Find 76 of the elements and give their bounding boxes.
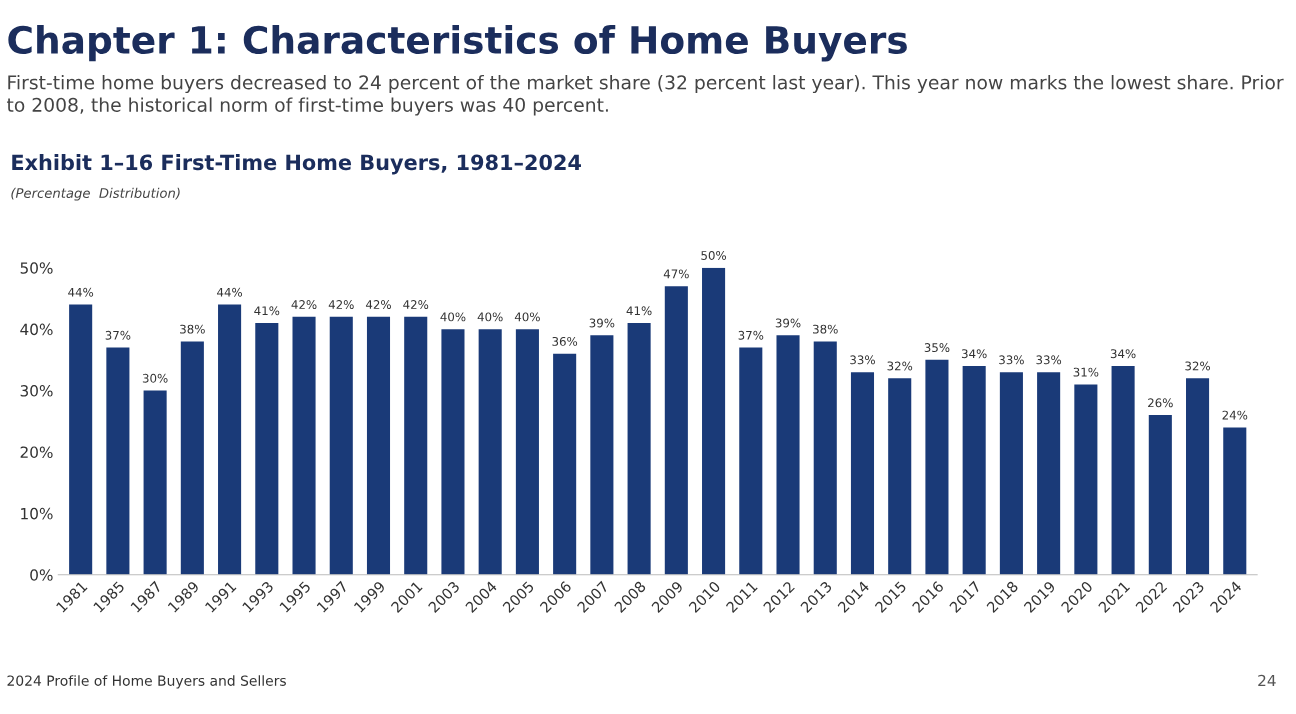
bar — [1074, 384, 1098, 575]
bar — [888, 378, 912, 575]
data-label: 40% — [477, 312, 503, 322]
chart-title: Chapter 1: Characteristics of Home Buyers — [8, 24, 907, 62]
bar — [664, 286, 688, 575]
y-tick-label: 20% — [20, 446, 53, 458]
data-label: 34% — [1110, 349, 1136, 359]
data-label: 41% — [626, 306, 652, 316]
data-label: 34% — [961, 349, 987, 359]
text: Exhibit 1–16 First-Time Home Buyers, 1981–2024 — [12, 154, 581, 175]
data-label: 33% — [850, 355, 875, 365]
y-tick-label: 50% — [20, 262, 53, 274]
data-label: 38% — [180, 324, 205, 334]
data-label: 42% — [328, 300, 354, 310]
bar — [1111, 366, 1135, 575]
bar — [925, 359, 949, 575]
bar — [590, 335, 614, 575]
chart-subtitle: First-time home buyers decreased to 24 percent of the market share (32 percent last year). This year now marks the lowest share. Prior to 2008, the historical norm of first-time buyers was 40 percent. — [6, 74, 1284, 116]
data-label: 26% — [1148, 398, 1173, 408]
data-label: 32% — [1185, 361, 1211, 371]
bar — [850, 372, 875, 575]
data-label: 44% — [217, 287, 243, 297]
data-label: 40% — [514, 312, 540, 322]
data-label: 37% — [738, 330, 764, 340]
data-label: 32% — [887, 361, 913, 371]
bar — [180, 341, 204, 575]
bar — [999, 372, 1023, 575]
data-label: 37% — [105, 330, 131, 340]
data-label: 42% — [291, 300, 317, 310]
data-label: 50% — [701, 250, 727, 260]
bar — [515, 329, 539, 575]
bar — [366, 316, 391, 575]
data-label: 30% — [142, 373, 168, 383]
data-label: 40% — [440, 312, 466, 322]
data-label: 38% — [813, 324, 838, 334]
bar — [627, 323, 651, 575]
bar — [1037, 372, 1061, 575]
bar — [1223, 427, 1247, 575]
data-label: 42% — [365, 300, 391, 310]
data-label: 42% — [403, 300, 429, 310]
bar — [255, 323, 279, 575]
bar — [404, 316, 428, 575]
data-label: 24% — [1222, 410, 1248, 420]
data-label: 33% — [999, 355, 1024, 365]
y-tick-label: 30% — [20, 385, 53, 397]
bar — [143, 390, 167, 575]
y-tick-label: 0% — [30, 569, 53, 581]
data-label: 39% — [589, 318, 615, 328]
bar — [1148, 415, 1172, 575]
data-label: 31% — [1073, 367, 1099, 377]
data-label: 35% — [924, 343, 950, 353]
bar — [813, 341, 837, 575]
bar — [218, 304, 242, 575]
bar — [106, 347, 130, 575]
bar — [776, 335, 800, 575]
text: (Percentage Distribution) — [11, 187, 180, 201]
bar — [441, 329, 465, 575]
data-label: 39% — [775, 318, 801, 328]
y-tick-label: 40% — [20, 323, 53, 336]
bar — [962, 366, 986, 575]
data-label: 44% — [68, 287, 94, 297]
bar — [553, 353, 577, 575]
data-label: 33% — [1036, 355, 1062, 365]
data-label: 41% — [254, 306, 280, 316]
text: 24 — [1258, 674, 1276, 687]
bar — [1186, 378, 1210, 575]
data-label: 36% — [552, 336, 578, 346]
bar — [478, 329, 502, 575]
data-label: 47% — [663, 269, 689, 279]
bar — [739, 347, 763, 575]
bar — [69, 304, 93, 575]
y-tick-label: 10% — [21, 507, 53, 520]
bar — [702, 267, 726, 575]
text: 2024 Profile of Home Buyers and Sellers — [7, 675, 286, 689]
bar — [292, 316, 316, 575]
bar — [329, 316, 353, 575]
